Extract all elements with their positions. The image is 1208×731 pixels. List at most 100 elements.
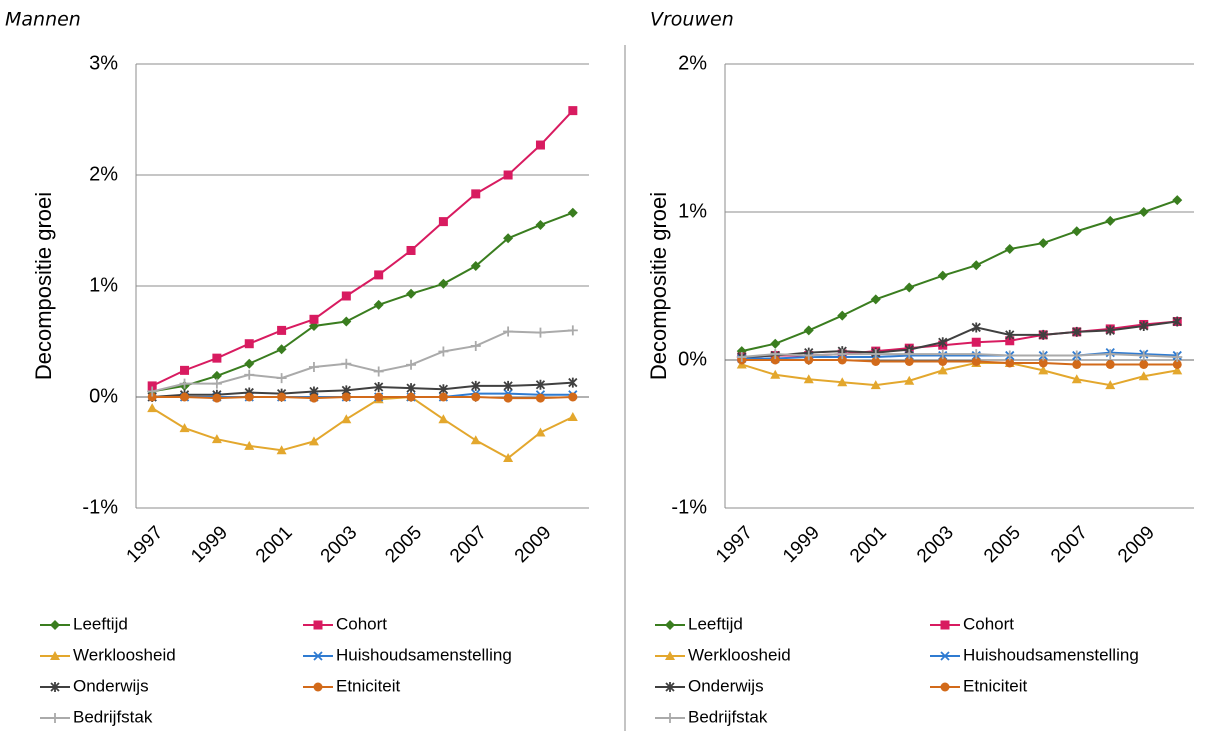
marker <box>147 381 157 391</box>
marker <box>803 325 814 336</box>
marker <box>470 435 481 445</box>
marker <box>938 356 948 366</box>
marker <box>665 713 675 723</box>
x-tick-label: 2003 <box>317 522 362 567</box>
marker <box>871 356 881 366</box>
marker <box>1139 320 1149 331</box>
marker <box>937 270 948 281</box>
marker <box>471 392 481 402</box>
marker <box>341 291 351 301</box>
marker <box>179 423 190 433</box>
marker <box>438 217 448 227</box>
marker <box>503 393 513 403</box>
marker <box>180 392 190 402</box>
x-tick-label: 2007 <box>1047 522 1092 567</box>
marker <box>940 651 950 661</box>
y-tick-label: 2% <box>678 52 707 74</box>
marker <box>313 620 323 630</box>
x-tick-label: 1997 <box>123 522 168 567</box>
marker <box>567 325 578 336</box>
marker <box>374 270 384 280</box>
y-tick-label: 3% <box>89 52 118 74</box>
marker <box>1038 329 1048 340</box>
series-line <box>741 199 1178 353</box>
marker <box>1105 215 1116 226</box>
marker <box>568 377 578 388</box>
marker <box>1072 326 1082 337</box>
marker <box>1172 359 1182 369</box>
marker <box>1038 238 1049 249</box>
marker <box>904 282 915 293</box>
marker <box>535 393 545 403</box>
marker <box>309 393 319 403</box>
marker <box>938 337 948 348</box>
marker <box>244 339 254 349</box>
marker <box>438 346 449 357</box>
marker <box>1138 350 1149 361</box>
x-tick-label: 2009 <box>1114 522 1159 567</box>
marker <box>1071 226 1082 237</box>
series-line <box>152 211 574 393</box>
marker <box>470 261 481 272</box>
marker <box>1071 350 1082 361</box>
legend-label: Bedrijfstak <box>73 707 153 726</box>
marker <box>940 682 950 692</box>
marker <box>1105 380 1116 390</box>
marker <box>1005 336 1015 346</box>
marker <box>503 233 514 244</box>
marker <box>406 383 416 394</box>
marker <box>212 393 222 403</box>
marker <box>1172 365 1183 375</box>
marker <box>438 278 449 289</box>
marker <box>1172 316 1182 327</box>
marker <box>1138 371 1149 381</box>
marker <box>770 355 780 365</box>
marker <box>1105 325 1115 336</box>
legend-label: Leeftijd <box>73 614 128 633</box>
marker <box>406 245 416 255</box>
marker <box>276 445 287 455</box>
marker <box>1138 207 1149 217</box>
marker <box>211 370 222 381</box>
y-tick-label: 1% <box>89 274 118 296</box>
marker <box>1072 359 1082 369</box>
marker <box>147 403 158 413</box>
marker <box>1038 358 1048 368</box>
marker <box>374 392 384 402</box>
marker <box>313 651 323 661</box>
legend-label: Cohort <box>336 614 387 633</box>
marker <box>535 379 546 390</box>
marker <box>971 356 981 366</box>
y-axis-label: Decompositie groei <box>646 192 671 380</box>
legend-label: Werkloosheid <box>73 645 176 664</box>
marker <box>1172 195 1183 206</box>
marker <box>503 380 513 391</box>
marker <box>276 373 287 384</box>
x-tick-label: 2005 <box>980 522 1025 567</box>
legend-label: Bedrijfstak <box>688 707 768 726</box>
marker <box>1038 365 1049 375</box>
marker <box>971 260 982 271</box>
marker <box>374 382 384 393</box>
marker <box>50 713 60 723</box>
legend-label: Onderwijs <box>688 676 764 695</box>
marker <box>147 392 157 402</box>
y-axis-label: Decompositie groei <box>31 192 56 380</box>
marker <box>1139 359 1149 369</box>
marker <box>837 349 848 360</box>
marker <box>770 349 781 360</box>
y-tick-label: 0% <box>678 348 707 370</box>
marker <box>535 327 546 338</box>
marker <box>50 682 60 692</box>
marker <box>373 299 384 310</box>
marker <box>904 375 915 385</box>
subtitle: Vrouwen <box>650 9 734 31</box>
marker <box>277 392 287 402</box>
marker <box>277 325 287 335</box>
marker <box>665 620 675 630</box>
marker <box>308 362 319 373</box>
x-tick-label: 1997 <box>712 522 757 567</box>
marker <box>179 378 190 389</box>
marker <box>341 392 351 402</box>
series-line <box>151 109 574 387</box>
